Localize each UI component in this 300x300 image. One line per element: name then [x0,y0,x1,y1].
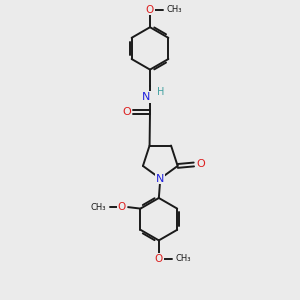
Text: N: N [142,92,151,102]
Text: CH₃: CH₃ [90,202,106,211]
Text: CH₃: CH₃ [175,254,191,263]
Text: O: O [146,4,154,14]
Text: O: O [155,254,163,264]
Text: N: N [156,174,164,184]
Text: O: O [118,202,126,212]
Text: O: O [196,160,205,170]
Text: CH₃: CH₃ [167,5,182,14]
Text: O: O [122,107,131,117]
Text: H: H [157,87,164,97]
